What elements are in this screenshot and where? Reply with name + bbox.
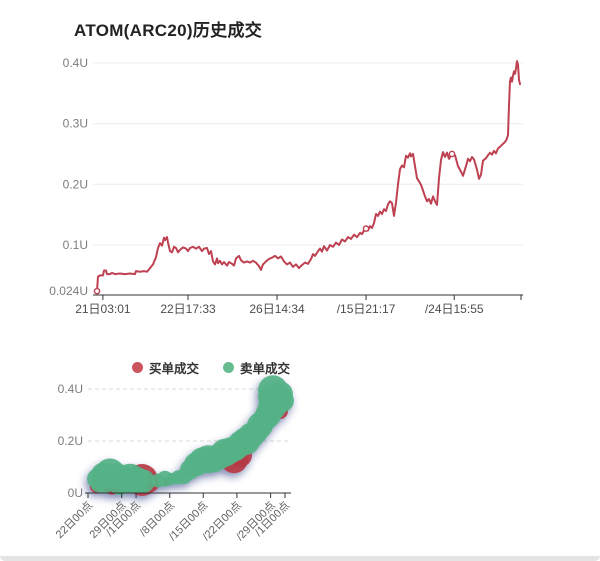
trade-bubble-chart[interactable]: 0.4U0.2U0U22日00点29日00点/1日00点/8日00点/15日00… — [0, 330, 600, 561]
y-axis-tick-label: 0.2U — [63, 177, 88, 191]
price-history-line-chart[interactable]: 0.4U 0.3U 0.2U 0.1U 0.024U 21日03:01 22日17:33 26… — [0, 0, 600, 330]
legend-label-buy: 买单成交 — [149, 362, 200, 376]
page-title: ATOM(ARC20)历史成交 — [74, 21, 263, 40]
y-axis-tick-label: 0.2U — [58, 434, 83, 448]
bubble-series-group[interactable] — [87, 375, 294, 496]
x-axis-tick-label: /15日21:17 — [337, 302, 396, 316]
y-axis-tick-label: 0U — [68, 486, 83, 500]
y-axis-tick-label: 0.1U — [63, 238, 88, 252]
legend-item-buy[interactable]: 买单成交 — [132, 358, 199, 377]
buy-legend-dot-icon — [132, 362, 143, 373]
y-axis-tick-label: 0.4U — [58, 382, 83, 396]
x-axis-tick-label: 22日17:33 — [160, 302, 216, 316]
card-bottom-edge — [0, 556, 600, 561]
sell-bubbles[interactable] — [87, 375, 294, 496]
data-point-marker[interactable] — [362, 225, 370, 232]
bubble[interactable] — [108, 471, 132, 496]
x-axis-tick-label: 26日14:34 — [249, 302, 305, 316]
data-point-marker[interactable] — [448, 150, 456, 158]
y-axis-tick-label: 0.024U — [49, 284, 88, 298]
legend-item-sell[interactable]: 卖单成交 — [223, 358, 290, 377]
bubble[interactable] — [91, 478, 105, 493]
price-line-series[interactable] — [96, 60, 521, 293]
data-point-marker[interactable] — [93, 287, 101, 295]
y-axis-tick-label: 0.3U — [63, 117, 88, 131]
sell-legend-dot-icon — [223, 362, 235, 373]
x-axis-tick-label: /24日15:55 — [425, 302, 484, 316]
chart-legend: 买单成交 卖单成交 — [132, 358, 290, 377]
legend-label-sell: 卖单成交 — [240, 362, 291, 376]
bubble[interactable] — [272, 389, 294, 412]
x-axis-tick-label: 21日03:01 — [75, 302, 131, 316]
y-axis-tick-label: 0.4U — [63, 56, 88, 70]
